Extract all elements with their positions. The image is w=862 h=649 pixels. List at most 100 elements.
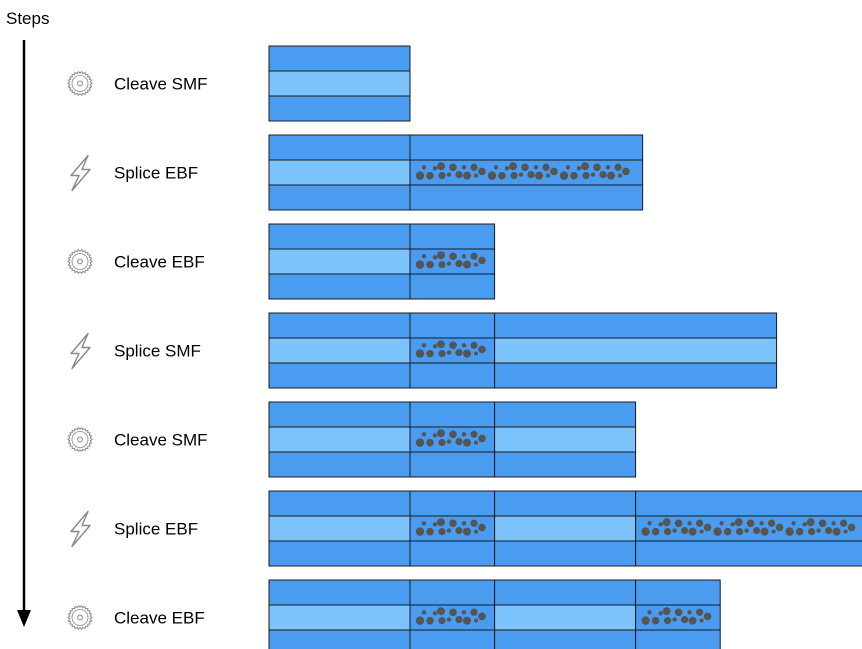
ebf-dot (487, 171, 497, 180)
ebf-dot (474, 173, 478, 178)
cladding-top (268, 401, 411, 428)
ebf-dots (415, 518, 486, 536)
smf-segment (494, 312, 778, 389)
ebf-dot (672, 617, 677, 622)
ebf-dot (760, 527, 769, 536)
ebf-dot (674, 519, 683, 528)
ebf-dot (461, 610, 467, 615)
ebf-segment (409, 223, 496, 300)
ebf-dot (421, 432, 427, 437)
ebf-dot (449, 163, 457, 172)
blade-inner-ring (71, 75, 89, 92)
cladding-bottom (268, 273, 411, 300)
cladding-top (494, 490, 637, 517)
ebf-dot (438, 617, 446, 625)
ebf-dot (470, 608, 478, 616)
cladding-bottom (494, 629, 637, 649)
ebf-dot (771, 529, 776, 534)
ebf-dot (470, 430, 478, 438)
ebf-dot (474, 529, 478, 534)
ebf-dot (703, 612, 712, 621)
ebf-dot (651, 527, 660, 536)
ebf-dot (662, 518, 671, 527)
ebf-dot (415, 171, 425, 180)
ebf-dot (681, 615, 689, 624)
cladding-top (409, 490, 496, 517)
ebf-dot (478, 345, 486, 354)
ebf-dot (437, 429, 445, 438)
smf-segment (268, 490, 411, 567)
ebf-dot (521, 163, 529, 172)
ebf-dot (478, 256, 486, 265)
ebf-dot (734, 518, 743, 527)
cladding-top (268, 45, 411, 72)
step-row: Splice EBF (70, 134, 644, 211)
ebf-dot (461, 432, 467, 437)
ebf-dot (478, 523, 486, 532)
ebf-dot (461, 165, 467, 170)
steps-arrow (17, 40, 31, 627)
ebf-dot (527, 170, 535, 179)
ebf-dot (432, 344, 438, 349)
cladding-top (409, 401, 496, 428)
ebf-dot (474, 618, 478, 623)
steps-arrow-head (17, 610, 31, 627)
ebf-dot (455, 615, 463, 624)
ebf-dot (518, 172, 524, 177)
ebf-dot (593, 163, 601, 172)
ebf-dot (415, 260, 425, 269)
blade-teeth (67, 426, 93, 453)
ebf-dot (818, 519, 827, 528)
ebf-dot (688, 616, 697, 625)
ebf-dot (664, 617, 672, 625)
ebf-dot (791, 521, 796, 526)
ebf-dot (449, 430, 457, 439)
ebf-dot (559, 171, 569, 180)
ebf-dots (415, 251, 486, 269)
cleave-blade-icon (67, 604, 93, 631)
ebf-dot (565, 165, 571, 170)
smf-segment (268, 312, 411, 389)
smf-segment (268, 223, 411, 300)
ebf-dot (687, 521, 692, 526)
smf-segment (494, 401, 637, 478)
ebf-dot (449, 341, 457, 350)
ebf-dot (753, 526, 761, 535)
fiber-stack (268, 223, 496, 300)
ebf-dot (622, 167, 630, 176)
step-row: Cleave SMF (67, 401, 637, 478)
blade-inner-ring (71, 253, 89, 270)
ebf-dot (582, 172, 590, 180)
bolt-shape (70, 510, 91, 548)
ebf-dot (736, 528, 744, 536)
ebf-dot (415, 349, 425, 358)
cleave-blade-icon (67, 70, 93, 97)
smf-segment (268, 45, 411, 122)
fiber-stack (268, 579, 721, 649)
cladding-top (409, 223, 496, 250)
ebf-dot (463, 527, 471, 536)
smf-segment (268, 401, 411, 478)
ebf-segment (635, 579, 721, 649)
ebf-dot (455, 437, 463, 446)
fiber-core (494, 337, 778, 364)
ebf-dot (470, 252, 478, 260)
blade-inner-ring (71, 431, 89, 448)
fiber-core (494, 515, 637, 542)
ebf-dot (699, 529, 704, 534)
ebf-dot (455, 259, 463, 268)
ebf-dot (449, 608, 457, 617)
ebf-dot (746, 519, 755, 528)
cladding-bottom (268, 362, 411, 389)
ebf-dot (832, 527, 841, 536)
fiber-core (268, 515, 411, 542)
cladding-bottom (409, 184, 644, 211)
cladding-bottom (409, 451, 496, 478)
step-row: Splice SMF (70, 312, 778, 389)
ebf-dot (498, 171, 506, 180)
ebf-dot (446, 439, 452, 444)
ebf-dot (696, 608, 704, 616)
ebf-dot (438, 439, 446, 447)
ebf-dot (696, 519, 704, 527)
smf-segment (268, 134, 411, 211)
